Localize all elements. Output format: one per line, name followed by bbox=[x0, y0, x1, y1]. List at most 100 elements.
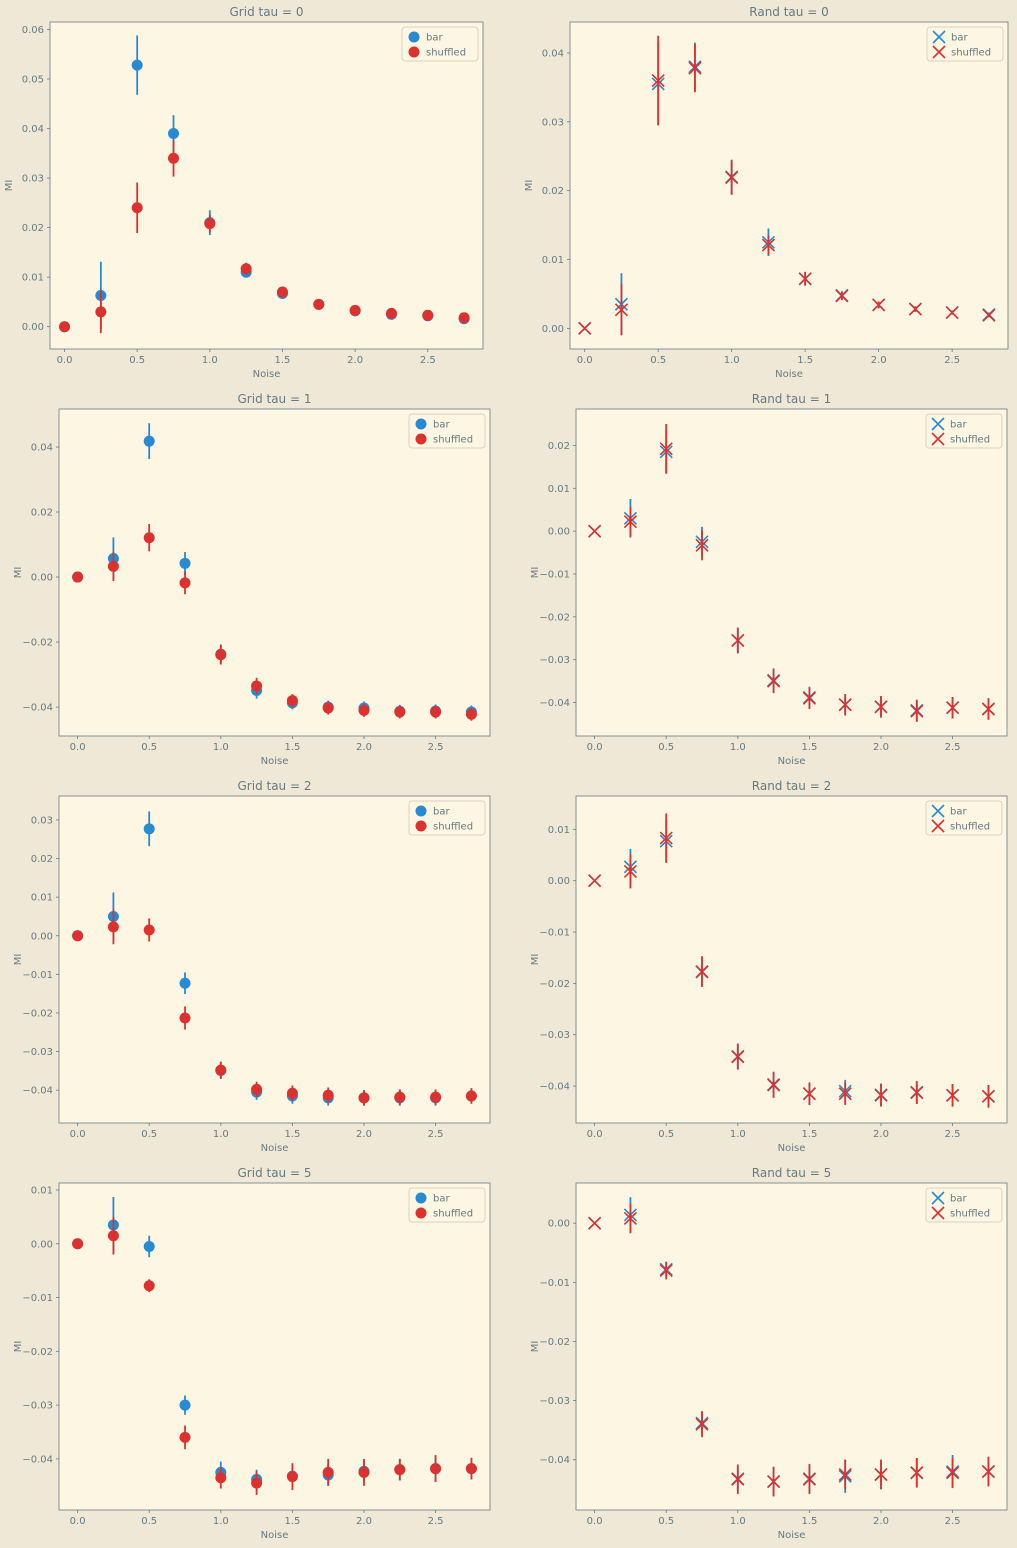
x-tick-label: 1.5 bbox=[801, 742, 817, 753]
x-tick-label: 2.5 bbox=[945, 1129, 961, 1140]
data-point bbox=[179, 557, 191, 569]
y-tick-label: −0.02 bbox=[22, 1008, 53, 1019]
y-tick-label: −0.01 bbox=[22, 970, 53, 981]
data-point bbox=[394, 706, 406, 718]
x-tick-label: 0.0 bbox=[587, 742, 603, 753]
y-tick-label: −0.01 bbox=[539, 1278, 570, 1289]
data-point bbox=[143, 532, 155, 544]
data-point bbox=[695, 538, 709, 552]
x-tick-label: 2.5 bbox=[428, 1516, 444, 1527]
data-point bbox=[838, 698, 852, 712]
y-tick-label: −0.02 bbox=[22, 1347, 53, 1358]
x-tick-label: 1.0 bbox=[202, 355, 218, 366]
data-point bbox=[72, 930, 84, 942]
data-point bbox=[946, 701, 960, 715]
chart-rand2: Rand tau = 2 0.0 0.5 1.0 1.5 2.0 2.5 −0.04 −0.03… bbox=[530, 779, 1008, 1154]
legend-marker bbox=[931, 819, 945, 833]
y-axis-label: MI bbox=[13, 567, 24, 579]
plot-area bbox=[58, 1182, 491, 1511]
y-axis-label: MI bbox=[530, 567, 541, 579]
y-tick-label: 0.01 bbox=[548, 825, 570, 836]
legend-box bbox=[925, 413, 1003, 449]
legend-marker bbox=[932, 30, 946, 44]
y-tick-label: −0.02 bbox=[539, 612, 570, 623]
data-point bbox=[422, 309, 434, 321]
series-shuffled bbox=[588, 1203, 995, 1497]
x-tick-label: 2.5 bbox=[428, 742, 444, 753]
data-point bbox=[946, 1088, 960, 1102]
legend-box bbox=[401, 26, 479, 62]
data-point bbox=[659, 831, 673, 845]
data-point bbox=[659, 442, 673, 456]
legend-label: shuffled bbox=[433, 1209, 473, 1220]
data-point bbox=[385, 307, 397, 319]
data-point bbox=[313, 298, 325, 310]
chart-rand5: Rand tau = 5 0.0 0.5 1.0 1.5 2.0 2.5 −0.04 −0.03… bbox=[530, 1166, 1008, 1541]
data-point bbox=[131, 59, 143, 71]
y-tick-label: 0.03 bbox=[31, 815, 53, 826]
y-tick-label: −0.01 bbox=[539, 928, 570, 939]
x-tick-label: 0.5 bbox=[129, 355, 145, 366]
data-point bbox=[179, 1431, 191, 1443]
y-tick-label: 0.01 bbox=[31, 1185, 53, 1196]
data-point bbox=[286, 1471, 298, 1483]
legend-marker bbox=[931, 804, 945, 818]
data-point bbox=[322, 1466, 334, 1478]
y-tick-label: 0.01 bbox=[22, 273, 44, 284]
data-point bbox=[72, 571, 84, 583]
data-point bbox=[945, 305, 959, 320]
plot-area bbox=[58, 795, 491, 1124]
y-tick-label: 0.04 bbox=[542, 48, 564, 59]
data-point bbox=[659, 1263, 673, 1278]
data-point bbox=[688, 61, 702, 75]
y-tick-label: −0.04 bbox=[22, 703, 53, 714]
data-point bbox=[394, 1464, 406, 1476]
y-axis-label: MI bbox=[530, 954, 541, 966]
legend-box bbox=[408, 1187, 486, 1223]
data-point bbox=[59, 321, 71, 333]
y-tick-label: −0.04 bbox=[22, 1086, 53, 1097]
data-point bbox=[872, 298, 886, 312]
data-point bbox=[286, 695, 298, 707]
legend-label: shuffled bbox=[950, 435, 990, 446]
data-point bbox=[72, 1238, 84, 1250]
legend-marker bbox=[408, 31, 420, 43]
data-point bbox=[276, 286, 288, 298]
x-axis-label: Noise bbox=[778, 756, 806, 767]
legend-box bbox=[925, 800, 1003, 836]
x-tick-label: 0.0 bbox=[587, 1129, 603, 1140]
data-point bbox=[588, 524, 602, 538]
y-tick-label: 0.02 bbox=[31, 508, 53, 519]
x-tick-label: 0.5 bbox=[658, 1516, 674, 1527]
legend-label: bar bbox=[433, 807, 450, 818]
plot-area bbox=[575, 1182, 1008, 1511]
data-point bbox=[251, 1083, 263, 1095]
data-point bbox=[981, 702, 995, 716]
chart-title: Grid tau = 0 bbox=[230, 5, 304, 19]
y-tick-label: 0.02 bbox=[31, 854, 53, 865]
x-tick-label: 0.5 bbox=[141, 1129, 157, 1140]
data-point bbox=[143, 924, 155, 936]
data-point bbox=[910, 1466, 924, 1480]
legend: bar shuffled bbox=[408, 413, 486, 449]
x-tick-label: 0.0 bbox=[70, 742, 86, 753]
x-tick-label: 0.0 bbox=[577, 355, 593, 366]
legend-label: bar bbox=[951, 33, 968, 44]
series-shuffled bbox=[59, 139, 470, 334]
x-tick-label: 2.0 bbox=[873, 1129, 889, 1140]
data-point bbox=[835, 289, 849, 303]
y-tick-label: 0.03 bbox=[22, 174, 44, 185]
data-point bbox=[874, 1088, 888, 1102]
data-point bbox=[465, 708, 477, 720]
legend-box bbox=[408, 800, 486, 836]
y-tick-label: 0.02 bbox=[22, 223, 44, 234]
data-point bbox=[251, 680, 263, 692]
legend-label: bar bbox=[950, 420, 967, 431]
x-tick-label: 2.5 bbox=[945, 742, 961, 753]
x-tick-label: 1.0 bbox=[213, 1129, 229, 1140]
y-axis-label: MI bbox=[13, 954, 24, 966]
legend-marker bbox=[415, 1192, 427, 1204]
data-point bbox=[95, 306, 107, 318]
y-tick-label: −0.04 bbox=[539, 698, 570, 709]
